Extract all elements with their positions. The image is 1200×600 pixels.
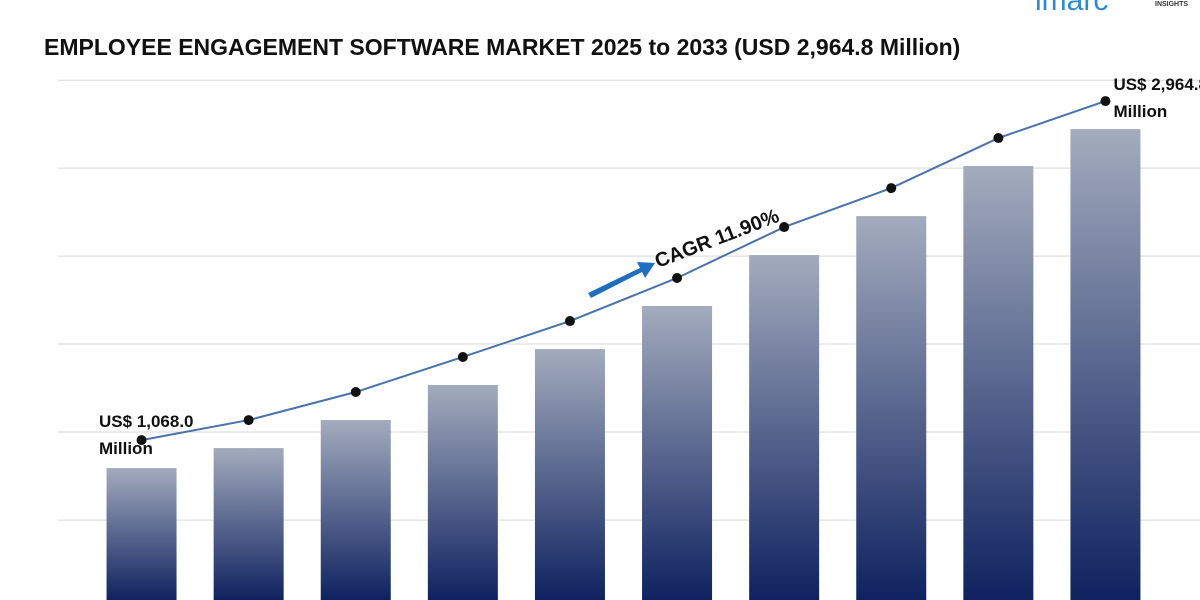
- bar: [963, 166, 1034, 600]
- bar: [320, 420, 391, 600]
- bar: [1070, 129, 1141, 600]
- bar: [106, 468, 177, 600]
- logo-name: imarc: [1035, 0, 1108, 17]
- trend: [136, 96, 1111, 446]
- trend-line: [141, 100, 1106, 442]
- trend-dot: [886, 183, 897, 194]
- cagr-arrow: [588, 262, 655, 298]
- bar: [642, 305, 713, 600]
- bars: [106, 129, 1141, 600]
- trend-dot: [457, 351, 468, 362]
- trend-dot: [136, 435, 147, 446]
- chart-title: EMPLOYEE ENGAGEMENT SOFTWARE MARKET 2025…: [44, 34, 960, 60]
- bar: [749, 255, 820, 600]
- value-label: US$ 1,068.0 Million: [99, 412, 194, 459]
- logo-tagline: INSIGHTS: [1155, 1, 1188, 8]
- bar: [427, 384, 498, 600]
- trend-dot: [779, 222, 790, 233]
- trend-dot: [672, 272, 683, 283]
- trend-dot: [243, 415, 254, 426]
- trend-dot: [350, 387, 361, 398]
- trend-dot: [993, 133, 1004, 144]
- value-label: US$ 2,964.8 Million: [1113, 75, 1200, 122]
- bar: [534, 349, 605, 600]
- trend-dot: [1100, 96, 1111, 107]
- bar: [856, 216, 927, 600]
- bar: [213, 448, 284, 600]
- trend-dot: [564, 316, 575, 327]
